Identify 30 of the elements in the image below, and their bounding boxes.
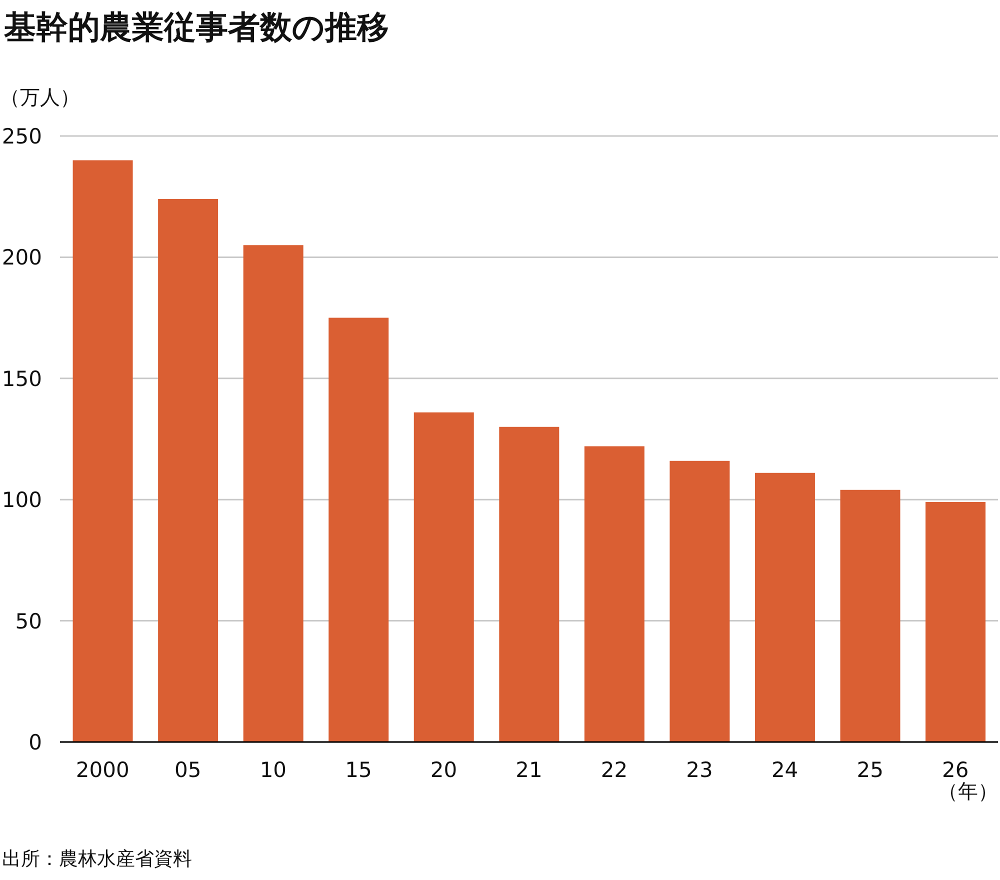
x-tick-label: 20 [430, 758, 458, 782]
x-tick-label: 10 [260, 758, 287, 782]
x-tick-label: 24 [771, 758, 798, 782]
x-tick-label: 21 [516, 758, 542, 782]
bar [754, 472, 815, 742]
x-tick-label: 23 [686, 758, 713, 782]
bar [158, 199, 218, 742]
text: 出所：農林水産省資料 [2, 847, 192, 872]
x-tick-label: 2000 [76, 758, 130, 782]
bar [72, 160, 133, 742]
bar [926, 502, 986, 742]
y-tick-label: 100 [2, 488, 42, 512]
x-tick-label: 25 [856, 758, 884, 782]
y-tick-label: 150 [2, 366, 42, 391]
x-tick-label: 22 [600, 758, 628, 782]
x-tick-label: 15 [345, 758, 372, 782]
x-tick-label: 05 [174, 758, 202, 782]
y-axis-title: （万人） [0, 84, 80, 111]
bar [584, 446, 644, 742]
bar [840, 490, 900, 742]
y-tick-label: 250 [2, 124, 42, 148]
chart-title: 基幹的農業従事者数の推移 [4, 7, 389, 48]
y-tick-label: 200 [2, 246, 42, 270]
bar [328, 318, 389, 742]
bar [670, 460, 730, 742]
bar [243, 245, 304, 742]
bar [414, 412, 474, 742]
y-tick-label: 50 [15, 609, 42, 634]
y-tick-label: 0 [28, 730, 42, 754]
bar [499, 426, 560, 742]
